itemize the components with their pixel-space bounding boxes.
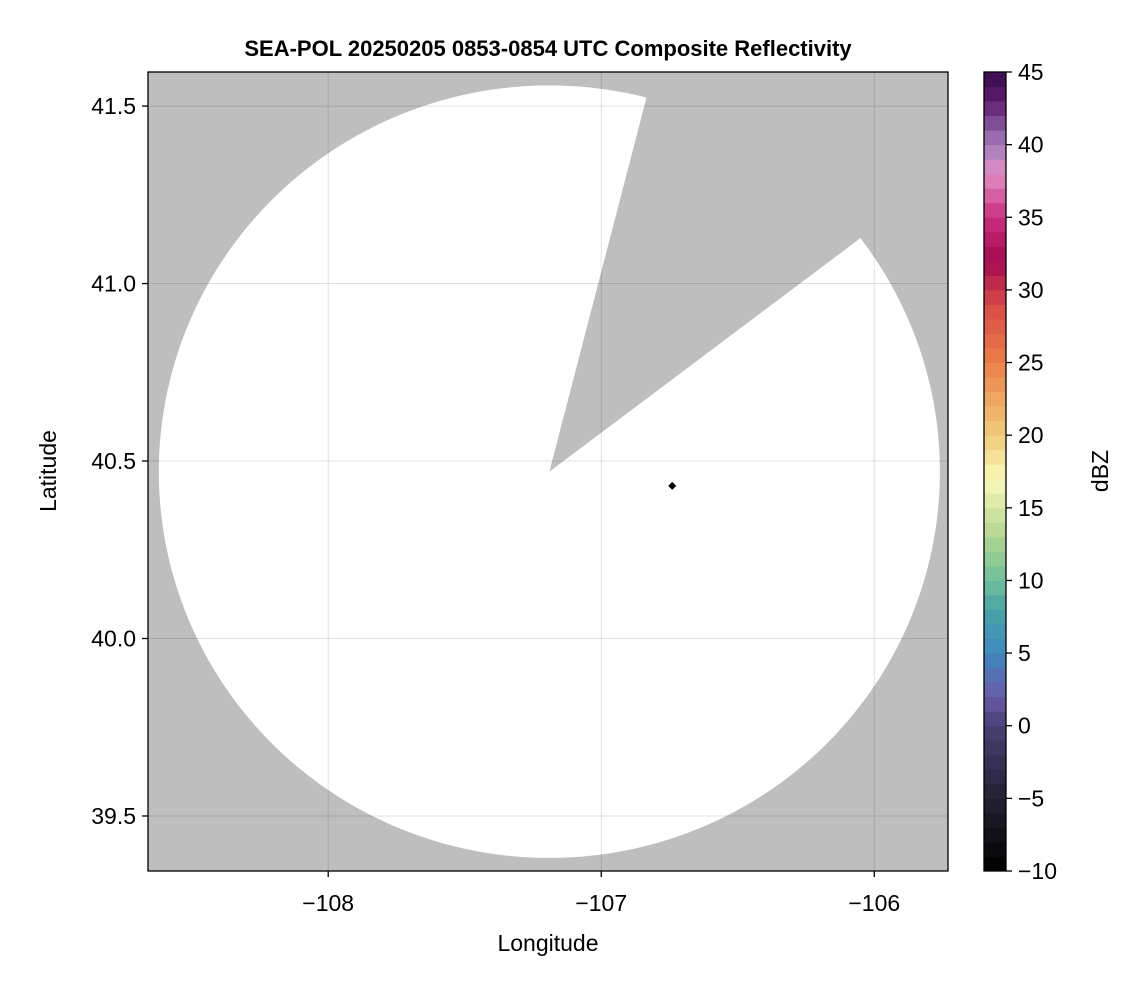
colorbar-bin: [984, 493, 1006, 509]
y-tick-label: 41.0: [91, 271, 136, 297]
y-tick-label: 40.0: [91, 626, 136, 652]
colorbar-bin: [984, 333, 1006, 349]
x-tick-label: −108: [302, 890, 354, 916]
plot-frame: [147, 71, 949, 872]
y-tick-label: 39.5: [91, 803, 136, 829]
colorbar-bin: [984, 202, 1006, 218]
colorbar-bin: [984, 435, 1006, 451]
colorbar-bin: [984, 72, 1006, 88]
colorbar-bin: [984, 406, 1006, 422]
colorbar-bin: [984, 391, 1006, 407]
colorbar: −10 −5 0 5 10 15 20 25 30 35 40 45: [983, 59, 1057, 884]
radar-site-marker: [668, 481, 677, 490]
colorbar-bin: [984, 638, 1006, 654]
colorbar-bin: [984, 696, 1006, 712]
colorbar-bin: [984, 420, 1006, 436]
colorbar-bin: [984, 144, 1006, 160]
colorbar-bin: [984, 827, 1006, 843]
colorbar-bin: [984, 565, 1006, 581]
colorbar-bin: [984, 464, 1006, 480]
colorbar-bin: [984, 594, 1006, 611]
colorbar-bin: [984, 812, 1006, 828]
colorbar-bin: [984, 507, 1006, 523]
colorbar-bin: [984, 609, 1006, 625]
colorbar-bin: [984, 798, 1006, 814]
colorbar-tick-label: 0: [1018, 713, 1031, 739]
colorbar-bin: [984, 86, 1006, 102]
colorbar-bin: [984, 304, 1006, 320]
radar-coverage-area: [158, 85, 940, 858]
colorbar-bin: [984, 580, 1006, 596]
colorbar-bin: [984, 101, 1006, 117]
colorbar-bin: [984, 667, 1006, 683]
colorbar-label: dBZ: [1087, 450, 1113, 492]
colorbar-frame: [983, 71, 1007, 872]
y-axis-label: Latitude: [35, 430, 61, 512]
colorbar-bin: [984, 653, 1006, 669]
y-tick-label: 40.5: [91, 448, 136, 474]
colorbar-bin: [984, 536, 1006, 552]
colorbar-tick-label: 35: [1018, 204, 1044, 230]
x-tick-label: −106: [848, 890, 900, 916]
colorbar-tick-label: 30: [1018, 277, 1044, 303]
colorbar-bin: [984, 348, 1006, 364]
colorbar-bin: [984, 711, 1006, 727]
colorbar-tick-label: 15: [1018, 495, 1044, 521]
colorbar-bin: [984, 130, 1006, 146]
colorbar-bin: [984, 289, 1006, 305]
colorbar-bin: [984, 260, 1006, 276]
colorbar-tick-label: 5: [1018, 640, 1031, 666]
colorbar-bin: [984, 159, 1006, 175]
colorbar-tick-label: 25: [1018, 350, 1044, 376]
colorbar-bin: [984, 246, 1006, 262]
colorbar-bin: [984, 551, 1006, 567]
colorbar-bin: [984, 318, 1006, 334]
colorbar-tick-label: −5: [1018, 785, 1044, 811]
colorbar-bin: [984, 115, 1006, 131]
colorbar-bin: [984, 841, 1006, 857]
plot-area: [147, 71, 949, 872]
colorbar-bin: [984, 231, 1006, 247]
colorbar-bin: [984, 754, 1006, 770]
colorbar-bin: [984, 478, 1006, 494]
colorbar-bin: [984, 449, 1006, 465]
colorbar-bin: [984, 275, 1006, 291]
colorbar-tick-label: 45: [1018, 59, 1044, 85]
colorbar-tick-label: 20: [1018, 422, 1044, 448]
colorbar-bin: [984, 173, 1006, 189]
x-tick-label: −107: [575, 890, 627, 916]
colorbar-bin: [984, 362, 1006, 378]
colorbar-bin: [984, 624, 1006, 640]
colorbar-tick-label: 10: [1018, 567, 1044, 593]
chart-title: SEA-POL 20250205 0853-0854 UTC Composite…: [244, 36, 852, 61]
colorbar-bin: [984, 740, 1006, 756]
colorbar-tick-label: −10: [1018, 858, 1057, 884]
colorbar-bin: [984, 217, 1006, 233]
x-axis-label: Longitude: [497, 930, 598, 956]
colorbar-bin: [984, 783, 1006, 799]
colorbar-bin: [984, 682, 1006, 698]
colorbar-bin: [984, 377, 1006, 393]
colorbar-bin: [984, 769, 1006, 785]
colorbar-tick-label: 40: [1018, 132, 1044, 158]
colorbar-bin: [984, 522, 1006, 538]
colorbar-bin: [984, 856, 1006, 872]
y-tick-label: 41.5: [91, 93, 136, 119]
colorbar-bin: [984, 725, 1006, 741]
colorbar-bin: [984, 188, 1006, 204]
